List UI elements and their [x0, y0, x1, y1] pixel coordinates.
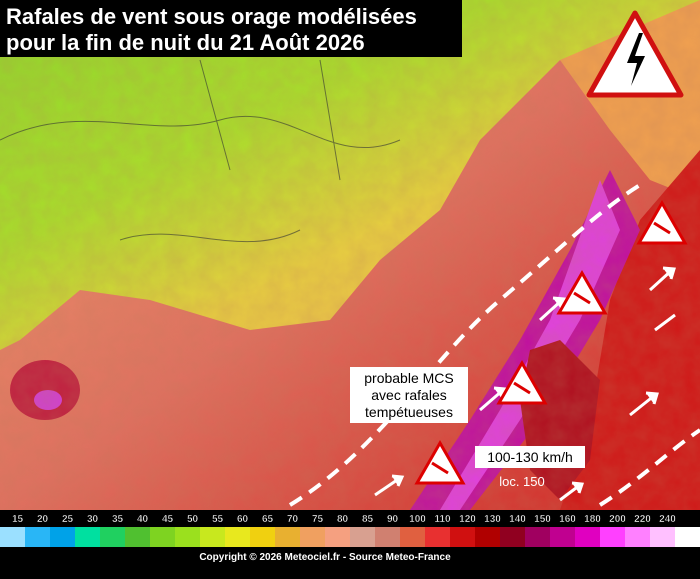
colorbar: 15 20 25 30 35 40 45 50 55 60 65 70 75 80 85 90 100 110 12… — [0, 514, 700, 547]
mcs-label: probable MCS — [364, 370, 454, 386]
speed-label: 100-130 km/h — [487, 449, 573, 465]
colorbar-cell — [100, 527, 126, 547]
colorbar-cell — [625, 527, 651, 547]
colorbar-label: 110 — [434, 514, 451, 525]
colorbar-cell — [75, 527, 101, 547]
colorbar-label: 55 — [212, 514, 224, 525]
colorbar-cell — [375, 527, 401, 547]
colorbar-label: 35 — [112, 514, 124, 525]
colorbar-label: 240 — [659, 514, 676, 525]
colorbar-label: 220 — [634, 514, 651, 525]
colorbar-label: 180 — [584, 514, 601, 525]
colorbar-label: 65 — [262, 514, 274, 525]
colorbar-cell — [575, 527, 601, 547]
mcs-label: tempétueuses — [365, 404, 453, 420]
colorbar-cell — [525, 527, 551, 547]
local-label: loc. 150 — [499, 474, 545, 489]
colorbar-label: 30 — [87, 514, 99, 525]
title-line: pour la fin de nuit du 21 Août 2026 — [6, 30, 365, 55]
colorbar-label: 45 — [162, 514, 174, 525]
colorbar-cell — [275, 527, 301, 547]
colorbar-cell — [400, 527, 426, 547]
wind-arrows — [374, 266, 676, 502]
colorbar-cell — [250, 527, 276, 547]
colorbar-cell — [25, 527, 51, 547]
colorbar-label: 60 — [237, 514, 249, 525]
colorbar-label: 20 — [37, 514, 49, 525]
colorbar-label: 120 — [459, 514, 476, 525]
colorbar-label: 50 — [187, 514, 199, 525]
colorbar-cell — [500, 527, 526, 547]
colorbar-label: 200 — [609, 514, 626, 525]
warning-icons — [414, 10, 688, 485]
colorbar-label: 140 — [509, 514, 526, 525]
colorbar-cell — [150, 527, 176, 547]
title-box — [0, 0, 462, 57]
colorbar-cell — [425, 527, 451, 547]
colorbar-cell — [0, 527, 26, 547]
colorbar-cell — [475, 527, 501, 547]
colorbar-label: 90 — [387, 514, 399, 525]
colorbar-label: 70 — [287, 514, 299, 525]
copyright: Copyright © 2026 Meteociel.fr - Source M… — [199, 552, 451, 563]
colorbar-label: 15 — [12, 514, 24, 525]
title-line: Rafales de vent sous orage modélisées — [6, 4, 417, 29]
colorbar-cell — [350, 527, 376, 547]
colorbar-label: 25 — [62, 514, 74, 525]
colorbar-cell — [650, 527, 676, 547]
borders — [0, 59, 401, 243]
colorbar-label: 80 — [337, 514, 349, 525]
colorbar-cell — [125, 527, 151, 547]
speed-label-box — [475, 446, 585, 468]
colorbar-cell — [675, 527, 700, 547]
colorbar-cell — [600, 527, 626, 547]
colorbar-cell — [50, 527, 76, 547]
colorbar-cell — [175, 527, 201, 547]
colorbar-cell — [325, 527, 351, 547]
colorbar-cell — [225, 527, 251, 547]
colorbar-label: 130 — [484, 514, 501, 525]
colorbar-cell — [300, 527, 326, 547]
mcs-label: avec rafales — [371, 387, 446, 403]
colorbar-label: 75 — [312, 514, 324, 525]
colorbar-label: 150 — [534, 514, 551, 525]
colorbar-cell — [450, 527, 476, 547]
mcs-label-box — [350, 367, 468, 423]
colorbar-label: 160 — [559, 514, 576, 525]
colorbar-label: 85 — [362, 514, 374, 525]
colorbar-cell — [200, 527, 226, 547]
footer-bar — [0, 548, 700, 574]
colorbar-cell — [550, 527, 576, 547]
colorbar-label: 40 — [137, 514, 149, 525]
colorbar-label: 100 — [409, 514, 426, 525]
front-line — [288, 183, 642, 507]
texture — [0, 0, 700, 510]
